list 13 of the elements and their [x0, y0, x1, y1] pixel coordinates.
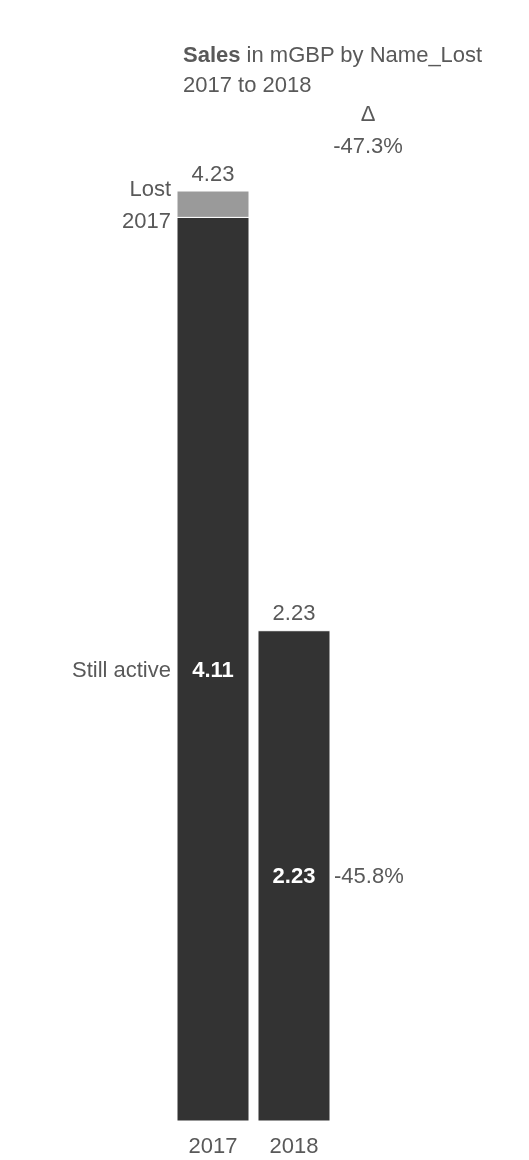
text: Δ — [360, 100, 376, 126]
annotation: -45.8% — [334, 863, 404, 889]
x-tick-label: 2018 — [269, 1132, 319, 1158]
chart-subtitle: 2017 to 2018 — [183, 71, 312, 97]
total-label: 4.23 — [191, 160, 235, 186]
series-label: Lost 2017 — [122, 176, 171, 234]
x-tick-label: 2017 — [188, 1132, 238, 1158]
data-label: 4.11 — [192, 656, 234, 682]
chart-title: Sales in mGBP by Name_Lost — [183, 41, 483, 67]
data-label: 2.23 — [272, 863, 316, 889]
text: -47.3% — [333, 132, 403, 158]
series-label: Still active — [71, 656, 171, 682]
total-label: 2.23 — [272, 600, 316, 626]
